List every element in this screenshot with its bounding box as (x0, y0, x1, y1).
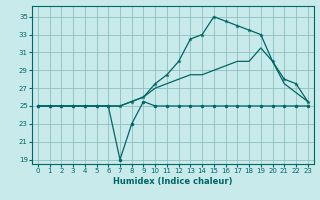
X-axis label: Humidex (Indice chaleur): Humidex (Indice chaleur) (113, 177, 233, 186)
